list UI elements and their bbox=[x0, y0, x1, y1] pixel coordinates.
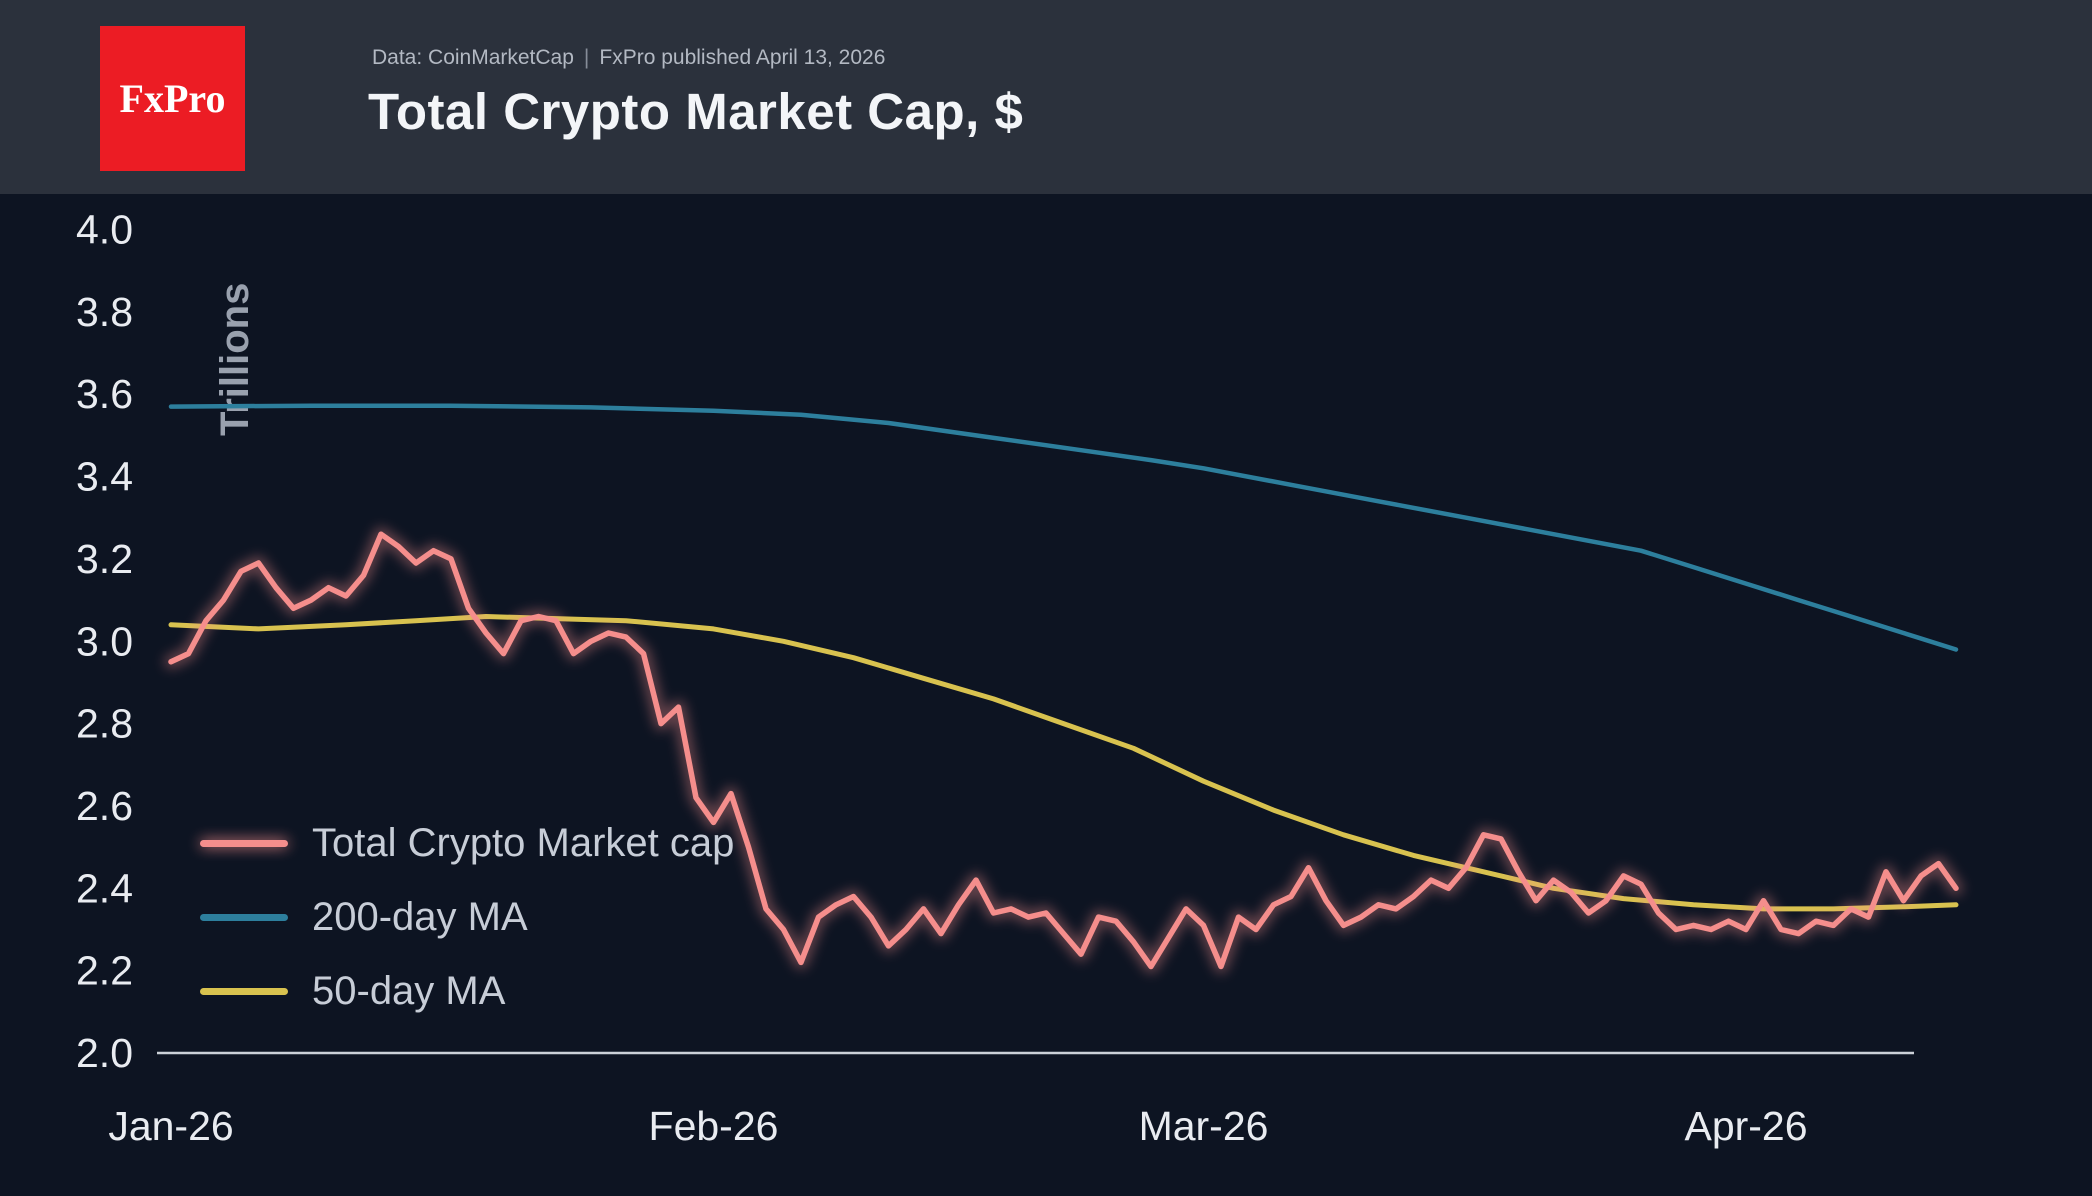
y-tick-label: 2.8 bbox=[76, 701, 133, 747]
subtitle-separator: | bbox=[583, 46, 590, 69]
y-tick-label: 3.8 bbox=[76, 289, 133, 335]
legend-label-market-cap: Total Crypto Market cap bbox=[312, 820, 735, 865]
x-tick-label: Feb-26 bbox=[649, 1103, 779, 1149]
legend-swatch-200day-ma bbox=[200, 913, 288, 921]
y-tick-label: 3.2 bbox=[76, 536, 133, 582]
header-bar: FxPro Data: CoinMarketCap | FxPro publishe… bbox=[0, 0, 2092, 194]
x-tick-label: Jan-26 bbox=[108, 1103, 233, 1149]
y-tick-label: 2.2 bbox=[76, 948, 133, 994]
y-tick-label: 3.6 bbox=[76, 371, 133, 417]
chart-legend: Total Crypto Market cap 200-day MA 50-da… bbox=[200, 818, 734, 1016]
published-date-text: FxPro published April 13, 2026 bbox=[599, 46, 886, 69]
legend-swatch-50day-ma bbox=[200, 987, 288, 995]
legend-swatch-market-cap bbox=[200, 839, 288, 847]
y-tick-label: 2.0 bbox=[76, 1030, 133, 1076]
fxpro-logo-text: FxPro bbox=[119, 76, 226, 121]
fxpro-logo: FxPro bbox=[100, 26, 245, 171]
series-line-2 bbox=[168, 531, 1959, 970]
page-title: Total Crypto Market Cap, $ bbox=[368, 83, 1024, 140]
legend-item-50day-ma: 50-day MA bbox=[200, 966, 734, 1016]
y-tick-label: 2.6 bbox=[76, 783, 133, 829]
y-tick-label: 3.0 bbox=[76, 618, 133, 664]
y-tick-label: 2.4 bbox=[76, 865, 133, 911]
y-tick-label: 4.0 bbox=[76, 207, 133, 253]
x-tick-label: Mar-26 bbox=[1139, 1103, 1269, 1149]
legend-item-market-cap: Total Crypto Market cap bbox=[200, 818, 734, 868]
legend-label-200day-ma: 200-day MA bbox=[312, 894, 528, 939]
y-tick-label: 3.4 bbox=[76, 454, 133, 500]
y-axis-title: Trillions bbox=[213, 283, 257, 436]
x-tick-label: Apr-26 bbox=[1684, 1103, 1807, 1149]
series-line-0 bbox=[168, 403, 1959, 652]
legend-label-50day-ma: 50-day MA bbox=[312, 968, 506, 1013]
series-line-1 bbox=[168, 614, 1959, 912]
legend-item-200day-ma: 200-day MA bbox=[200, 892, 734, 942]
chart-source-line: Data: CoinMarketCap | FxPro published Apri… bbox=[372, 46, 885, 70]
data-source-text: Data: CoinMarketCap bbox=[372, 46, 574, 69]
